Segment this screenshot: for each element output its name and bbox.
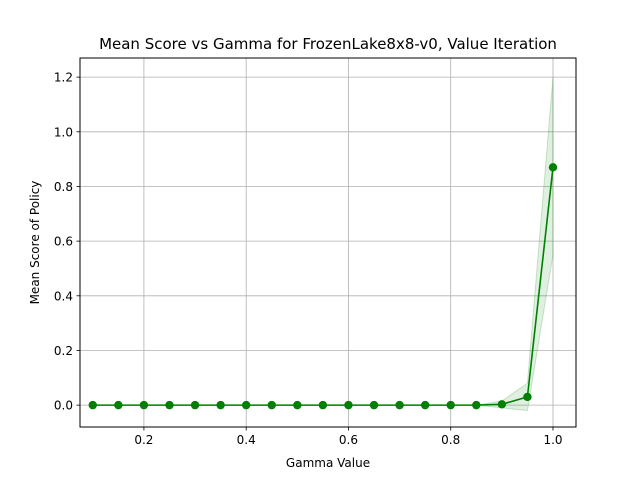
y-tick-label: 0.2 xyxy=(54,344,73,358)
y-tick-label: 1.2 xyxy=(54,71,73,85)
x-axis-label: Gamma Value xyxy=(286,456,370,470)
x-tick-label: 0.4 xyxy=(237,433,256,447)
y-tick-label: 1.0 xyxy=(54,125,73,139)
data-point xyxy=(472,400,481,410)
data-point xyxy=(139,400,149,410)
x-tick-label: 0.6 xyxy=(339,433,358,447)
confidence-band-area xyxy=(92,77,554,412)
x-tick-label: 1.0 xyxy=(543,433,562,447)
y-axis-label: Mean Score of Policy xyxy=(28,181,42,305)
data-point xyxy=(267,400,276,410)
y-tick-label: 0.6 xyxy=(54,235,73,249)
chart-title: Mean Score vs Gamma for FrozenLake8x8-v0… xyxy=(99,35,557,53)
y-axis: 0.0 0.2 0.4 0.6 0.8 1.0 1.2 xyxy=(54,71,80,413)
data-point xyxy=(523,392,532,402)
data-point xyxy=(318,400,328,410)
data-point xyxy=(395,400,404,410)
y-tick-label: 0.8 xyxy=(54,180,73,194)
x-tick-label: 0.2 xyxy=(134,433,153,447)
confidence-band xyxy=(92,77,554,412)
data-point xyxy=(165,400,174,410)
series-line-path xyxy=(92,167,554,406)
data-point xyxy=(241,400,251,410)
data-point xyxy=(216,400,225,410)
data-point xyxy=(190,400,200,410)
data-point xyxy=(88,400,97,410)
data-points xyxy=(88,163,558,410)
data-point xyxy=(293,400,302,410)
data-point xyxy=(446,400,455,410)
data-point xyxy=(420,400,430,410)
y-tick-label: 0.0 xyxy=(54,399,73,413)
plot-frame xyxy=(79,57,577,428)
series-line xyxy=(92,167,554,406)
data-point xyxy=(344,400,353,410)
y-tick-label: 0.4 xyxy=(54,289,73,303)
data-point xyxy=(497,400,507,409)
data-point xyxy=(114,400,123,410)
x-axis: 0.2 0.4 0.6 0.8 1.0 xyxy=(134,427,563,447)
x-tick-label: 0.8 xyxy=(441,433,460,447)
data-point xyxy=(369,400,379,410)
data-point xyxy=(548,163,558,172)
grid-lines xyxy=(80,58,576,427)
